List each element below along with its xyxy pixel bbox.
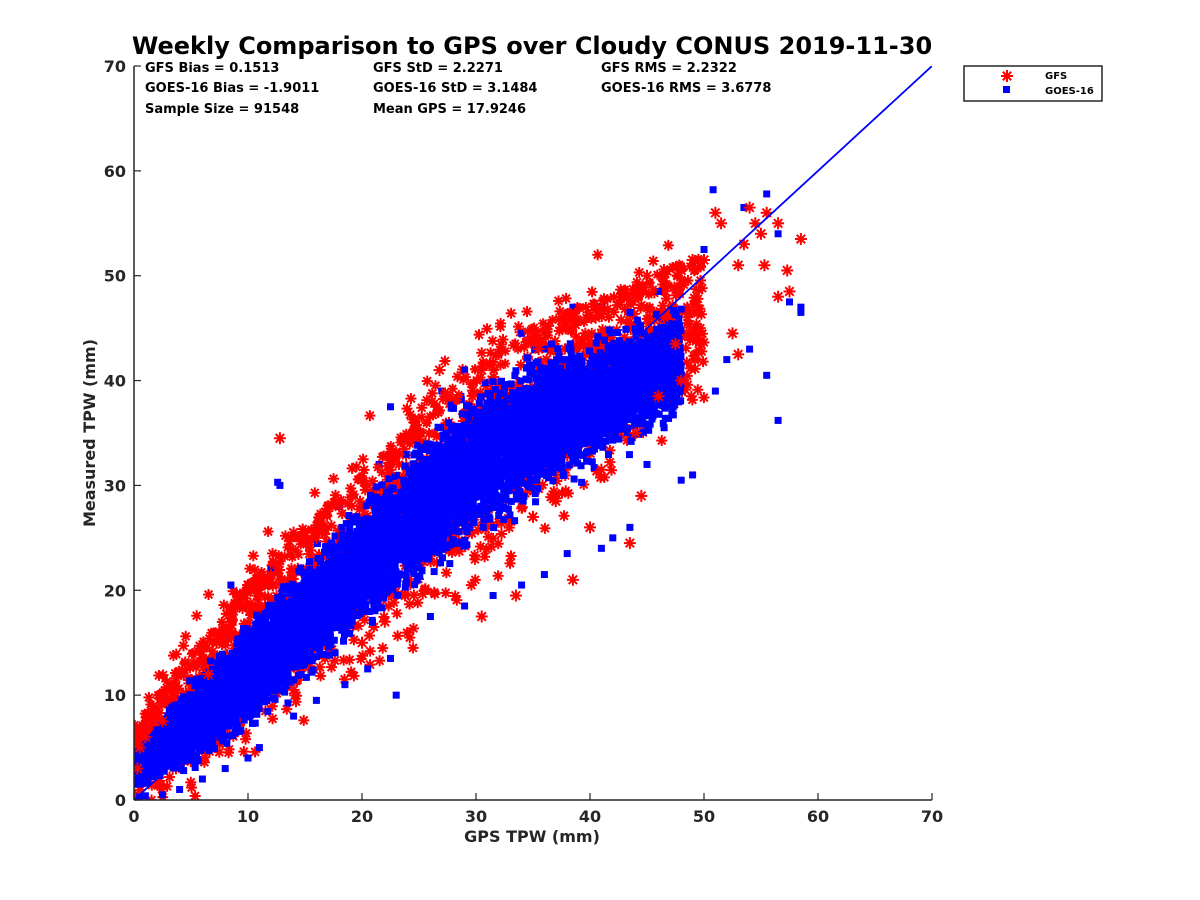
gfs-point bbox=[586, 286, 598, 298]
gfs-point bbox=[604, 456, 616, 468]
gfs-point bbox=[474, 541, 486, 553]
gfs-point bbox=[404, 632, 416, 644]
gfs-point bbox=[690, 335, 702, 347]
gfs-point bbox=[309, 487, 321, 499]
gfs-point bbox=[481, 323, 493, 335]
gfs-point bbox=[412, 597, 424, 609]
gfs-point bbox=[539, 522, 551, 534]
gfs-point bbox=[693, 344, 705, 356]
gfs-point bbox=[170, 648, 182, 660]
gfs-point bbox=[439, 355, 451, 367]
gfs-point bbox=[558, 510, 570, 522]
goes-point bbox=[592, 339, 600, 347]
plot-area bbox=[134, 66, 932, 800]
gfs-point bbox=[247, 550, 259, 562]
goes-point bbox=[566, 340, 574, 348]
goes-point bbox=[284, 699, 292, 707]
gfs-point bbox=[328, 473, 340, 485]
goes-point bbox=[264, 707, 272, 715]
gfs-point bbox=[178, 640, 190, 652]
gfs-point bbox=[346, 462, 358, 474]
gfs-point bbox=[374, 655, 386, 667]
gfs-point bbox=[692, 384, 704, 396]
goes-point bbox=[401, 462, 409, 470]
goes-point bbox=[507, 380, 515, 388]
gfs-point bbox=[392, 630, 404, 642]
gfs-point bbox=[487, 335, 499, 347]
goes-point bbox=[491, 399, 499, 407]
gfs-point bbox=[405, 393, 417, 405]
gfs-point bbox=[404, 598, 416, 610]
goes-point bbox=[445, 419, 453, 427]
gfs-point bbox=[662, 239, 674, 251]
gfs-point bbox=[492, 570, 504, 582]
gfs-point bbox=[298, 714, 310, 726]
goes-point bbox=[340, 637, 348, 645]
gfs-point bbox=[180, 630, 192, 642]
gfs-point bbox=[692, 303, 704, 315]
gfs-point bbox=[697, 356, 709, 368]
chart-title: Weekly Comparison to GPS over Cloudy CON… bbox=[132, 32, 932, 60]
scatter-layer bbox=[134, 186, 807, 800]
goes-point bbox=[586, 347, 594, 355]
gfs-point bbox=[348, 670, 360, 682]
gfs-point bbox=[656, 435, 668, 447]
goes-point bbox=[490, 524, 498, 532]
gfs-point bbox=[698, 392, 710, 404]
gfs-point bbox=[521, 306, 533, 318]
gfs-point bbox=[276, 573, 288, 585]
gfs-point bbox=[440, 587, 452, 599]
goes-point bbox=[479, 523, 487, 531]
gfs-point bbox=[556, 487, 568, 499]
gfs-point bbox=[290, 696, 302, 708]
gfs-point bbox=[407, 642, 419, 654]
goes-point bbox=[290, 676, 298, 684]
gfs-point bbox=[262, 526, 274, 538]
gfs-point bbox=[647, 255, 659, 267]
goes-point bbox=[458, 410, 466, 418]
gfs-point bbox=[479, 551, 491, 563]
gfs-point bbox=[451, 594, 463, 606]
gfs-point bbox=[377, 642, 389, 654]
gfs-point bbox=[696, 282, 708, 294]
gfs-point bbox=[364, 410, 376, 422]
goes-point bbox=[191, 764, 199, 772]
gfs-point bbox=[505, 550, 517, 562]
gfs-point bbox=[553, 295, 565, 307]
gfs-point bbox=[686, 394, 698, 406]
gfs-point bbox=[354, 495, 366, 507]
gfs-point bbox=[687, 323, 699, 335]
gfs-point bbox=[505, 307, 517, 319]
gfs-point bbox=[440, 567, 452, 579]
gfs-point bbox=[495, 317, 507, 329]
gfs-point bbox=[465, 579, 477, 591]
gfs-point bbox=[504, 557, 516, 569]
gfs-point bbox=[391, 607, 403, 619]
goes-point bbox=[446, 560, 454, 568]
gfs-point bbox=[592, 249, 604, 261]
gfs-point bbox=[185, 776, 197, 788]
gfs-point bbox=[469, 553, 481, 565]
gfs-point bbox=[473, 329, 485, 341]
gfs-point bbox=[496, 528, 508, 540]
gfs-point bbox=[249, 600, 261, 612]
gfs-point bbox=[191, 610, 203, 622]
goes-point bbox=[633, 316, 641, 324]
gfs-point bbox=[364, 645, 376, 657]
gfs-point bbox=[203, 589, 215, 601]
gfs-point bbox=[338, 654, 350, 666]
gfs-point bbox=[407, 622, 419, 634]
goes-point bbox=[437, 559, 445, 567]
gfs-point bbox=[325, 661, 337, 673]
goes-point bbox=[594, 333, 602, 341]
gfs-point bbox=[416, 402, 428, 414]
gfs-point bbox=[570, 331, 582, 343]
